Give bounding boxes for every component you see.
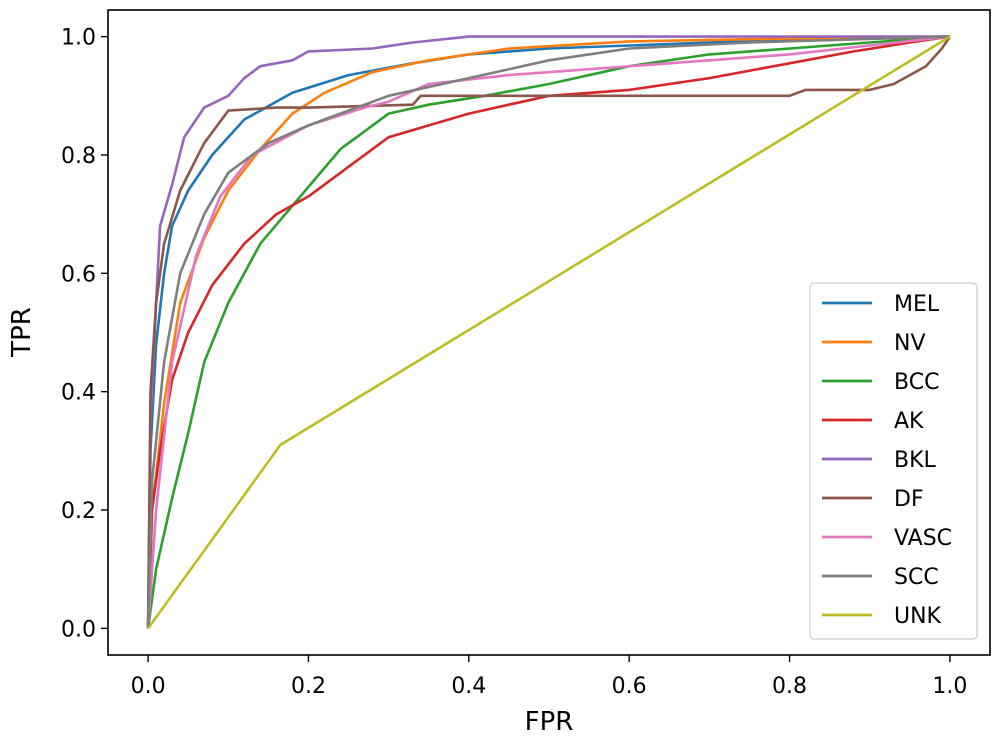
- y-tick-label: 0.6: [61, 262, 96, 287]
- legend-label-bkl: BKL: [894, 448, 937, 473]
- plot-area-frame: [107, 9, 991, 656]
- legend-label-nv: NV: [894, 331, 926, 356]
- series-line-bcc: [146, 35, 950, 629]
- y-tick-label: 0.4: [61, 381, 96, 406]
- x-tick-label: 0.8: [772, 674, 807, 699]
- series-line-bkl: [146, 35, 950, 629]
- x-tick-label: 0.4: [451, 674, 486, 699]
- y-tick-label: 0.8: [61, 144, 96, 169]
- x-tick-label: 0.2: [291, 674, 326, 699]
- legend-label-bcc: BCC: [894, 370, 939, 395]
- series-lines: [146, 35, 951, 630]
- x-axis-label: FPR: [525, 707, 574, 737]
- series-line-nv: [146, 35, 950, 629]
- legend: MEL NV BCC AK BKL DF VASC SCC UNK: [809, 282, 978, 640]
- series-line-mel: [146, 35, 950, 629]
- series-line-scc: [146, 35, 950, 629]
- legend-label-df: DF: [894, 487, 924, 512]
- y-tick-label: 1.0: [61, 26, 96, 51]
- y-axis-label: TPR: [7, 307, 37, 358]
- legend-label-vasc: VASC: [894, 526, 952, 551]
- legend-label-scc: SCC: [894, 565, 939, 590]
- legend-box: [809, 282, 978, 640]
- legend-label-ak: AK: [894, 409, 924, 434]
- x-tick-label: 1.0: [932, 674, 967, 699]
- legend-label-mel: MEL: [894, 292, 940, 317]
- axis-ticks: 0.0 0.2 0.4 0.6 0.8 1.0 0.0 0.2 0.4 0.6 0.8 1.0: [61, 26, 967, 699]
- x-tick-label: 0.6: [612, 674, 647, 699]
- series-line-ak: [146, 35, 951, 629]
- y-tick-label: 0.2: [61, 499, 96, 524]
- y-tick-label: 0.0: [61, 617, 96, 642]
- series-line-vasc: [146, 35, 951, 629]
- series-line-unk: [147, 35, 951, 630]
- legend-label-unk: UNK: [894, 604, 942, 629]
- x-tick-label: 0.0: [131, 674, 166, 699]
